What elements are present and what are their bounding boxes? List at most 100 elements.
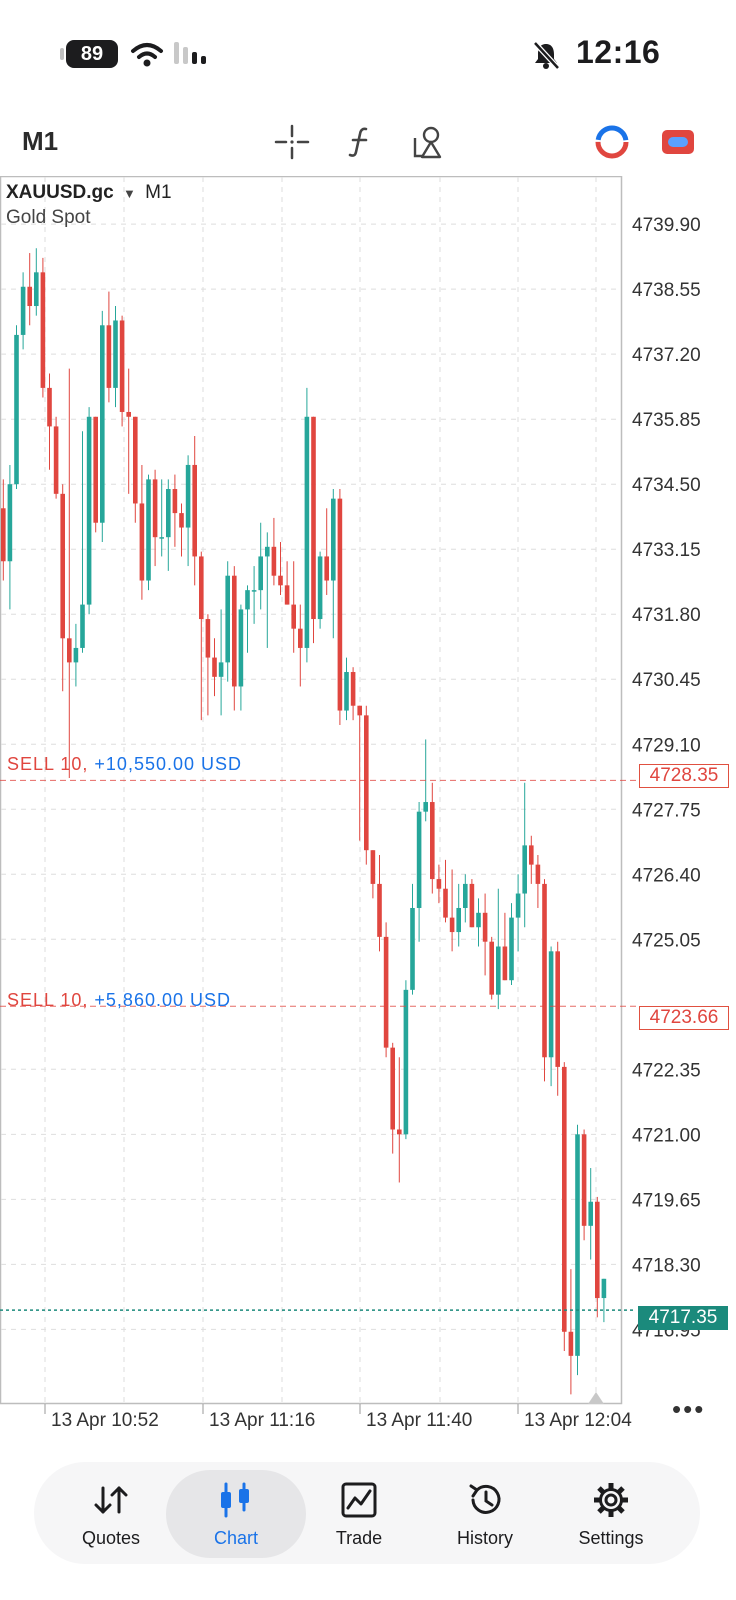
candle-body <box>159 537 164 539</box>
clock: 12:16 <box>576 34 661 70</box>
candle-body <box>568 1331 574 1356</box>
candle-body <box>416 811 422 908</box>
quotes-icon <box>94 1486 128 1514</box>
y-tick-label: 4729.10 <box>632 735 701 756</box>
candle-body <box>317 556 323 620</box>
y-tick-label: 4739.90 <box>632 215 701 236</box>
position-profit: +10,550.00 USD <box>94 754 242 774</box>
candle-body <box>423 802 428 812</box>
nav-history[interactable]: History <box>420 1462 550 1564</box>
candle-body <box>179 513 184 528</box>
position-label-2[interactable]: SELL 10, +5,860.00 USD <box>7 990 231 1011</box>
candle-body <box>298 628 303 648</box>
indicators-icon[interactable] <box>342 124 378 160</box>
candle-body <box>265 546 270 557</box>
position-label-1[interactable]: SELL 10, +10,550.00 USD <box>7 754 242 775</box>
app-logo-icon[interactable] <box>594 124 630 160</box>
y-tick-label: 4725.05 <box>632 930 701 951</box>
candle-body <box>93 416 98 523</box>
candle-body <box>463 883 468 908</box>
candle-body <box>251 590 257 592</box>
candle-body <box>60 493 65 639</box>
candle-body <box>337 498 343 711</box>
symbol-timeframe: M1 <box>145 182 172 203</box>
candle-body <box>344 672 349 711</box>
candle-body <box>258 556 263 591</box>
candle-body <box>232 575 237 687</box>
nav-label: Quotes <box>81 1528 141 1548</box>
history-icon <box>469 1484 501 1514</box>
nav-settings[interactable]: Settings <box>546 1462 676 1564</box>
scroll-to-end-icon <box>588 1392 604 1404</box>
more-options-icon[interactable]: ••• <box>672 1394 706 1424</box>
nav-label: Trade <box>335 1528 383 1548</box>
candle-body <box>370 850 376 884</box>
trade-icon <box>341 1482 377 1518</box>
candle-body <box>575 1134 580 1356</box>
candle-body <box>47 387 52 427</box>
y-tick-label: 4737.20 <box>632 345 701 366</box>
candle-body <box>535 864 541 884</box>
timeframe-button[interactable]: M1 <box>22 126 59 156</box>
candle-body <box>14 334 19 485</box>
position-price-badge: 4728.35 <box>639 764 729 788</box>
candle-body <box>304 416 310 648</box>
symbol-name: XAUUSD.gc <box>6 182 114 203</box>
position-price-badge: 4723.66 <box>639 1006 729 1030</box>
candle-body <box>410 907 415 990</box>
battery-indicator: 89 <box>60 40 118 68</box>
candle-body <box>469 883 475 928</box>
price-chart[interactable]: 4739.90 4738.55 4737.20 4735.85 4734.50 4733.… <box>0 176 736 1436</box>
y-tick-label: 4727.75 <box>632 800 701 821</box>
y-tick-label: 4730.45 <box>632 670 701 691</box>
candle-body <box>34 272 39 307</box>
candle-body <box>502 946 508 981</box>
candle-body <box>271 546 277 576</box>
candle-body <box>245 590 250 610</box>
candle-body <box>40 272 46 388</box>
nav-chart[interactable]: Chart <box>166 1462 306 1564</box>
candle-body <box>331 498 336 581</box>
candle-body <box>133 416 138 504</box>
candle-body <box>377 883 382 937</box>
candle-body <box>456 907 461 933</box>
y-tick-label: 4731.80 <box>632 605 701 626</box>
candle-body <box>152 479 158 538</box>
candle-body <box>278 575 283 586</box>
candle-body <box>291 604 296 629</box>
candle-body <box>403 989 409 1135</box>
candle-body <box>390 1047 395 1130</box>
y-tick-label: 4722.35 <box>632 1060 701 1081</box>
candle-body <box>449 917 455 933</box>
candle-body <box>562 1066 567 1332</box>
candle-body <box>67 638 72 663</box>
candle-body <box>542 883 547 1058</box>
nav-quotes[interactable]: Quotes <box>46 1462 176 1564</box>
candle-body <box>1 508 6 562</box>
dropdown-arrow-icon: ▼ <box>122 186 136 201</box>
candle-body <box>555 951 560 1067</box>
candle-body <box>205 619 211 658</box>
candle-body <box>324 556 329 581</box>
candle-body <box>218 662 224 677</box>
candle-body <box>284 585 290 605</box>
toggle-icon[interactable] <box>660 124 696 160</box>
nav-trade[interactable]: Trade <box>294 1462 424 1564</box>
candle-body <box>86 416 92 605</box>
candle-body <box>357 705 362 716</box>
candle-body <box>139 503 145 581</box>
plot-border <box>0 176 623 1405</box>
chart-icon <box>221 1482 249 1518</box>
candle-body <box>595 1201 600 1299</box>
symbol-header[interactable]: XAUUSD.gc ▼ M1 <box>6 182 172 204</box>
settings-icon <box>594 1483 628 1517</box>
y-tick-label: 4718.30 <box>632 1255 701 1276</box>
x-tick-label: 13 Apr 10:52 <box>51 1410 159 1431</box>
chart-toolbar: M1 <box>0 110 736 176</box>
candle-body <box>126 411 131 417</box>
current-price-badge: 4717.35 <box>638 1306 728 1330</box>
y-tick-label: 4734.50 <box>632 475 701 496</box>
chart-canvas[interactable]: 4739.90 4738.55 4737.20 4735.85 4734.50 4733.… <box>0 176 736 1436</box>
crosshair-icon[interactable] <box>274 124 310 160</box>
objects-icon[interactable] <box>410 124 446 160</box>
